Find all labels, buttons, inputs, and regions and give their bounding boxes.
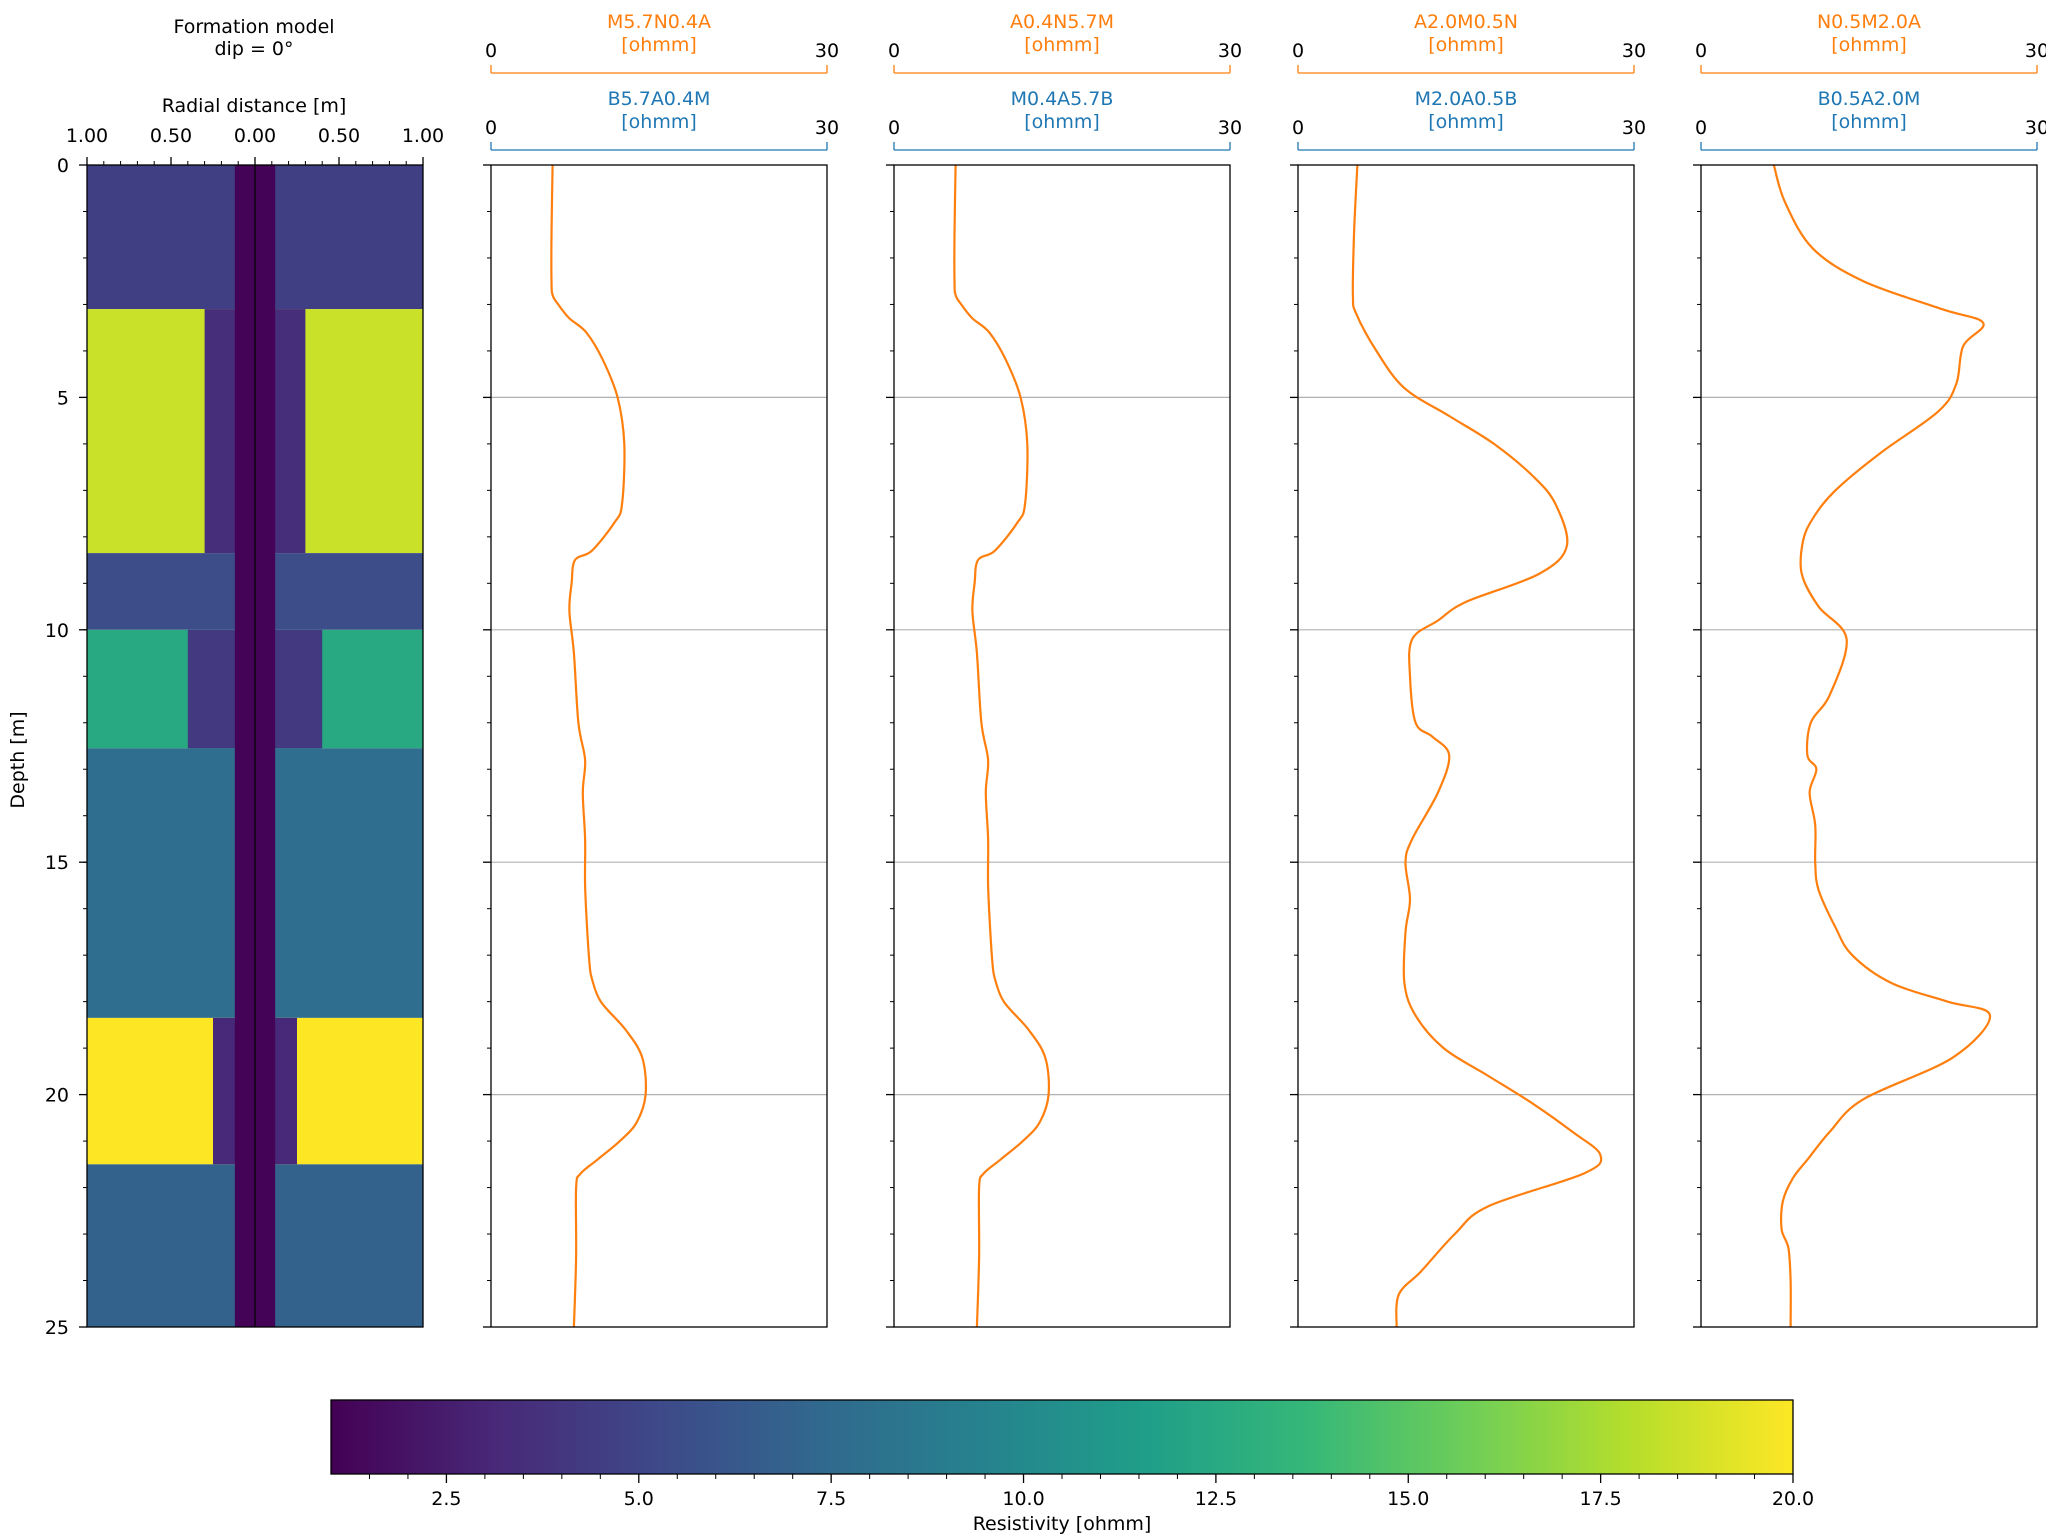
- formation-model-subtitle: dip = 0°: [215, 38, 294, 60]
- bottom-axis-title: B0.5A2.0M: [1818, 88, 1921, 110]
- bottom-axis-unit: [ohmm]: [1024, 111, 1100, 133]
- bottom-axis-min-label: 0: [888, 117, 900, 139]
- top-axis-max-label: 30: [815, 40, 839, 62]
- resistivity-curve: [1351, 164, 1603, 1328]
- radial-distance-ticks: 1.00 0.50 0.00 0.50 1.00: [66, 125, 444, 165]
- track-frame: [490, 164, 828, 1328]
- colorbar-tick-label: 17.5: [1579, 1488, 1621, 1510]
- bottom-axis-title: M0.4A5.7B: [1011, 88, 1114, 110]
- radial-tick-label: 0.50: [150, 125, 192, 147]
- bottom-axis-max-label: 30: [815, 117, 839, 139]
- depth-axis-label: Depth [m]: [7, 711, 29, 808]
- bottom-axis-max-label: 30: [2025, 117, 2046, 139]
- colorbar-ticks: 2.5 5.0 7.5 10.0 12.5 15.0 17.5 20.0: [368, 1474, 1814, 1510]
- formation-model-panel: Formation model dip = 0° Radial distance…: [7, 16, 444, 1339]
- radial-distance-label: Radial distance [m]: [162, 95, 347, 117]
- top-axis-unit: [ohmm]: [1831, 34, 1907, 56]
- bottom-axis-min-label: 0: [485, 117, 497, 139]
- resistivity-curve: [953, 164, 1051, 1328]
- depth-tick-label: 15: [45, 852, 69, 874]
- track-frame: [893, 164, 1231, 1328]
- bottom-axis-title: M2.0A0.5B: [1415, 88, 1518, 110]
- bottom-axis-min-label: 0: [1695, 117, 1707, 139]
- depth-tick-label: 25: [45, 1317, 69, 1339]
- depth-tick-label: 0: [57, 155, 69, 177]
- bottom-axis-unit: [ohmm]: [1428, 111, 1504, 133]
- radial-tick-label: 1.00: [402, 125, 444, 147]
- top-axis-min-label: 0: [888, 40, 900, 62]
- top-axis-unit: [ohmm]: [1428, 34, 1504, 56]
- radial-tick-label: 0.00: [234, 125, 276, 147]
- top-axis-title: A2.0M0.5N: [1414, 11, 1518, 33]
- colorbar-tick-label: 15.0: [1387, 1488, 1429, 1510]
- bottom-axis-min-label: 0: [1292, 117, 1304, 139]
- formation-model-title: Formation model: [173, 16, 334, 38]
- bottom-axis-max-label: 30: [1218, 117, 1242, 139]
- bottom-axis-title: B5.7A0.4M: [608, 88, 711, 110]
- bottom-axis-unit: [ohmm]: [1831, 111, 1907, 133]
- top-axis-max-label: 30: [1622, 40, 1646, 62]
- depth-tick-label: 20: [45, 1085, 69, 1107]
- track-frame: [1700, 164, 2038, 1328]
- top-axis-title: A0.4N5.7M: [1010, 11, 1114, 33]
- colorbar-tick-label: 5.0: [624, 1488, 654, 1510]
- depth-tick-label: 10: [45, 620, 69, 642]
- top-axis-min-label: 0: [485, 40, 497, 62]
- radial-tick-label: 1.00: [66, 125, 108, 147]
- colorbar-tick-label: 7.5: [816, 1488, 846, 1510]
- colorbar-tick-label: 20.0: [1772, 1488, 1814, 1510]
- bottom-axis-unit: [ohmm]: [621, 111, 697, 133]
- colorbar-gradient: [330, 1399, 1794, 1475]
- top-axis-min-label: 0: [1292, 40, 1304, 62]
- radial-tick-label: 0.50: [318, 125, 360, 147]
- depth-ticks: 0 5 10 15 20 25: [45, 155, 87, 1339]
- top-axis-max-label: 30: [1218, 40, 1242, 62]
- top-axis-min-label: 0: [1695, 40, 1707, 62]
- top-axis-title: M5.7N0.4A: [607, 11, 711, 33]
- resistivity-curve: [1772, 164, 1992, 1328]
- resistivity-curve: [550, 164, 648, 1328]
- colorbar-tick-label: 10.0: [1002, 1488, 1044, 1510]
- colorbar-label: Resistivity [ohmm]: [973, 1513, 1152, 1535]
- formation-model-image: [87, 165, 423, 1327]
- track-frame: [1297, 164, 1635, 1328]
- colorbar-tick-label: 2.5: [431, 1488, 461, 1510]
- top-axis-unit: [ohmm]: [1024, 34, 1100, 56]
- depth-tick-label: 5: [57, 387, 69, 409]
- top-axis-title: N0.5M2.0A: [1817, 11, 1921, 33]
- top-axis-max-label: 30: [2025, 40, 2046, 62]
- bottom-axis-max-label: 30: [1622, 117, 1646, 139]
- top-axis-unit: [ohmm]: [621, 34, 697, 56]
- resistivity-colorbar: 2.5 5.0 7.5 10.0 12.5 15.0 17.5 20.0 Resistivit…: [330, 1399, 1814, 1535]
- colorbar-tick-label: 12.5: [1195, 1488, 1237, 1510]
